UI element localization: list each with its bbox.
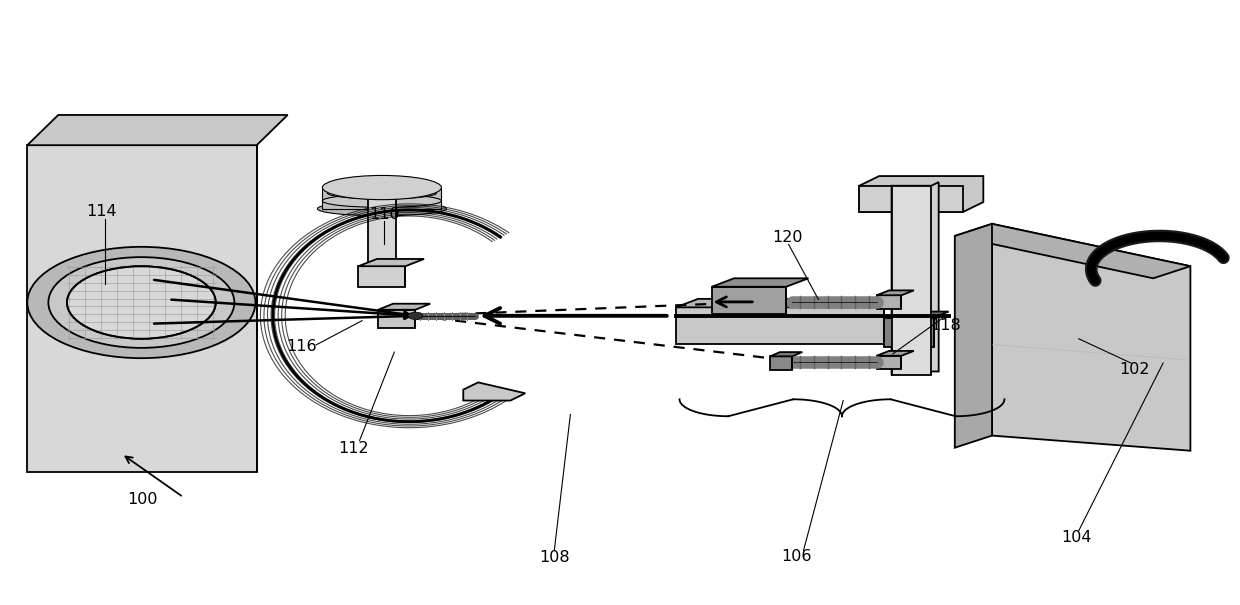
Polygon shape: [358, 266, 405, 287]
Polygon shape: [676, 307, 884, 344]
Polygon shape: [322, 188, 441, 209]
Text: 106: 106: [781, 549, 811, 564]
Text: 102: 102: [1120, 362, 1149, 376]
Text: 120: 120: [773, 230, 802, 244]
Polygon shape: [712, 278, 808, 287]
Polygon shape: [770, 356, 792, 370]
Polygon shape: [884, 318, 934, 347]
Polygon shape: [877, 356, 901, 369]
Polygon shape: [464, 382, 526, 401]
Text: 114: 114: [87, 204, 117, 219]
Text: 116: 116: [286, 339, 316, 353]
Polygon shape: [859, 176, 983, 212]
Polygon shape: [859, 186, 963, 212]
Circle shape: [67, 266, 216, 339]
Text: 118: 118: [931, 318, 961, 333]
Ellipse shape: [322, 175, 441, 200]
Polygon shape: [27, 115, 288, 145]
Polygon shape: [378, 304, 430, 310]
Polygon shape: [877, 290, 914, 295]
Circle shape: [408, 312, 423, 319]
Polygon shape: [955, 224, 992, 448]
Ellipse shape: [327, 187, 436, 199]
Polygon shape: [676, 299, 906, 307]
Text: 108: 108: [539, 551, 569, 565]
Ellipse shape: [322, 194, 441, 208]
Circle shape: [48, 257, 234, 348]
Polygon shape: [368, 188, 396, 278]
Polygon shape: [884, 312, 949, 318]
Polygon shape: [892, 182, 939, 375]
Circle shape: [27, 247, 255, 358]
Text: 100: 100: [128, 492, 157, 506]
Polygon shape: [27, 145, 257, 472]
Polygon shape: [877, 295, 901, 309]
Text: 112: 112: [339, 442, 368, 456]
Polygon shape: [892, 186, 931, 375]
Polygon shape: [955, 224, 1190, 278]
Polygon shape: [877, 351, 914, 356]
Polygon shape: [378, 310, 415, 328]
Ellipse shape: [317, 201, 446, 216]
Polygon shape: [712, 287, 786, 314]
Text: 104: 104: [1061, 530, 1091, 544]
Polygon shape: [770, 352, 802, 356]
Text: 110: 110: [370, 208, 399, 222]
Polygon shape: [992, 224, 1190, 451]
Polygon shape: [358, 259, 424, 266]
